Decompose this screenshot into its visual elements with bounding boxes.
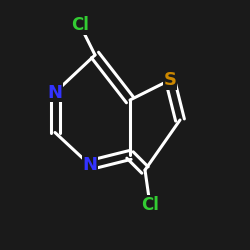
Text: Cl: Cl [141, 196, 159, 214]
Text: N: N [82, 156, 98, 174]
Text: N: N [48, 84, 62, 102]
Text: Cl: Cl [71, 16, 89, 34]
Text: S: S [164, 71, 176, 89]
